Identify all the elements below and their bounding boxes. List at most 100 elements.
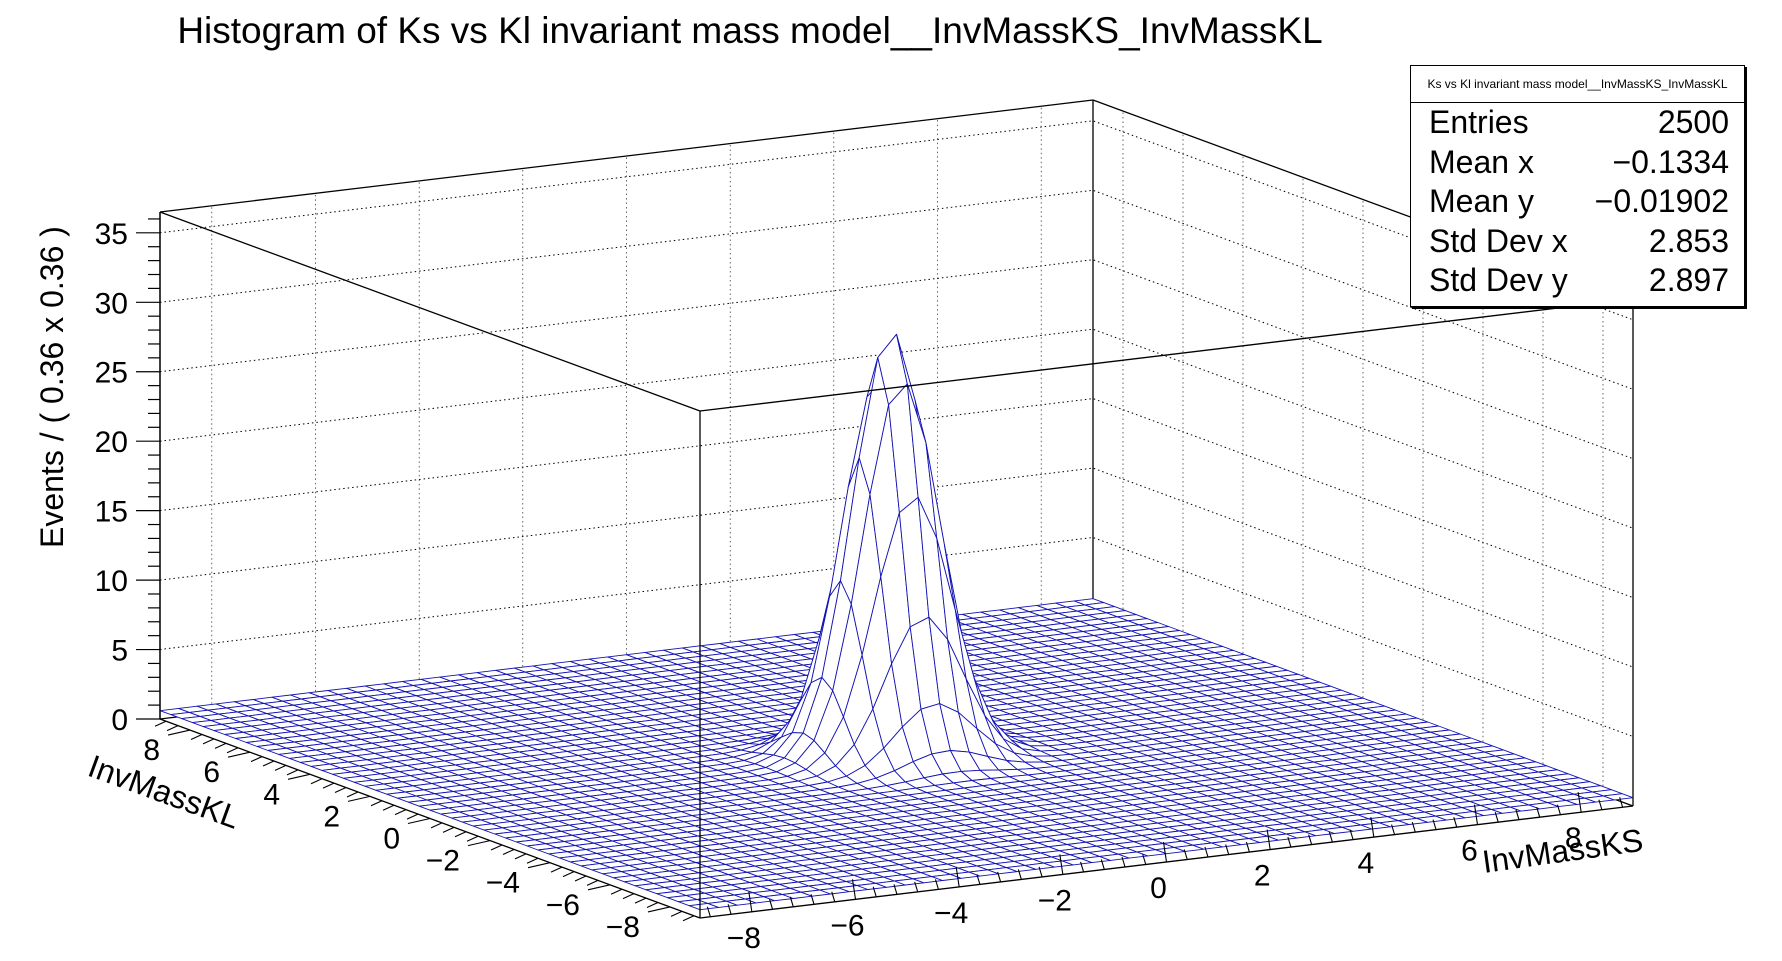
y-tick-label: 8	[143, 734, 160, 767]
z-tick-label: 15	[95, 496, 128, 529]
z-tick-label: 35	[95, 218, 128, 251]
x-tick	[1162, 841, 1168, 863]
x-tick-label: 8	[1565, 822, 1582, 855]
stats-label: Mean x	[1429, 143, 1534, 180]
x-tick	[1494, 812, 1499, 823]
stats-value: 2.853	[1648, 222, 1729, 259]
y-tick	[287, 773, 311, 780]
z-tick-label: 5	[111, 635, 128, 668]
x-tick	[1328, 831, 1333, 843]
stats-label: Std Dev x	[1429, 222, 1568, 259]
y-tick	[262, 760, 275, 767]
y-tick	[322, 782, 335, 789]
x-tick	[1432, 819, 1437, 830]
z-tick-label: 30	[95, 287, 128, 320]
y-tick	[227, 751, 251, 758]
stats-row-mean-y: Mean y −0.01902	[1411, 182, 1744, 222]
z-tick-label: 0	[111, 704, 128, 737]
y-tick	[562, 871, 575, 878]
stats-box-header: Ks vs Kl invariant mass model__InvMassKS…	[1411, 66, 1744, 103]
stats-row-mean-x: Mean x −0.1334	[1411, 143, 1744, 183]
x-tick	[1100, 859, 1105, 870]
x-tick	[1308, 834, 1313, 845]
y-tick-label: 4	[263, 778, 280, 811]
x-tick	[1556, 804, 1561, 815]
stats-value: −0.01902	[1594, 183, 1729, 219]
y-tick	[370, 800, 383, 807]
y-tick-label: 6	[203, 756, 220, 789]
stats-row-entries: Entries 2500	[1411, 103, 1744, 143]
y-tick	[154, 720, 167, 727]
stats-label: Entries	[1429, 104, 1529, 140]
x-tick	[1225, 844, 1230, 855]
axis-box-edge	[159, 211, 701, 412]
x-tick	[789, 896, 794, 907]
surface-cell	[1603, 793, 1634, 801]
axis-box-edge	[699, 298, 1634, 412]
x-tick	[1391, 824, 1396, 835]
y-tick-label: −4	[486, 867, 520, 900]
stats-value: −0.1334	[1612, 143, 1729, 180]
y-tick	[167, 729, 191, 736]
y-tick	[407, 817, 431, 825]
y-tick	[454, 831, 467, 838]
x-tick	[1515, 809, 1520, 820]
y-tick	[214, 742, 227, 749]
y-tick	[670, 910, 683, 917]
y-tick-label: 0	[383, 823, 400, 856]
x-tick-label: 0	[1150, 872, 1167, 905]
x-tick	[1473, 804, 1479, 825]
x-tick	[1577, 792, 1582, 813]
y-tick	[587, 884, 611, 891]
x-tick	[1349, 829, 1354, 840]
y-tick	[526, 857, 539, 864]
x-tick	[976, 874, 981, 885]
x-tick	[1619, 797, 1624, 808]
y-tick-label: −2	[426, 845, 460, 878]
grid-line	[159, 398, 1634, 599]
x-tick-label: 2	[1254, 860, 1271, 893]
y-tick	[190, 733, 203, 740]
x-tick	[914, 881, 919, 893]
x-tick	[1411, 821, 1416, 833]
y-tick	[466, 835, 479, 842]
z-tick-label: 10	[95, 565, 128, 598]
y-tick	[274, 764, 287, 771]
x-tick	[810, 894, 815, 905]
y-tick	[490, 844, 503, 851]
x-tick	[1453, 816, 1458, 828]
x-tick	[1370, 817, 1375, 838]
x-tick-label: −8	[727, 922, 761, 955]
y-tick	[586, 879, 599, 886]
surface-mesh	[159, 333, 1634, 911]
y-tick	[430, 822, 443, 829]
y-axis-title: InvMassKL	[84, 748, 245, 836]
x-tick-label: −4	[934, 897, 968, 930]
stats-label: Mean y	[1429, 183, 1534, 219]
z-tick-label: 20	[95, 426, 128, 459]
y-tick	[226, 747, 239, 754]
x-tick	[1204, 846, 1209, 858]
grid-line	[159, 189, 1634, 390]
y-tick	[682, 915, 695, 922]
y-tick	[442, 826, 455, 833]
stats-row-std-dev-y: Std Dev y 2.897	[1411, 261, 1744, 301]
stats-label: Std Dev y	[1429, 262, 1568, 298]
y-tick-label: 2	[323, 800, 340, 833]
stats-value: 2.897	[1648, 262, 1729, 298]
x-tick	[706, 906, 711, 917]
x-tick	[1287, 836, 1292, 848]
y-tick	[394, 809, 407, 816]
y-tick	[347, 795, 371, 802]
x-tick-label: −2	[1038, 884, 1072, 917]
stats-row-std-dev-x: Std Dev x 2.853	[1411, 222, 1744, 262]
y-tick	[527, 862, 551, 869]
z-tick-label: 25	[95, 357, 128, 390]
x-tick-label: −6	[830, 909, 864, 942]
y-tick	[467, 840, 491, 847]
x-tick	[851, 879, 857, 900]
y-tick	[646, 902, 659, 909]
x-tick	[769, 899, 774, 910]
x-axis-title: InvMassKS	[1480, 822, 1645, 880]
